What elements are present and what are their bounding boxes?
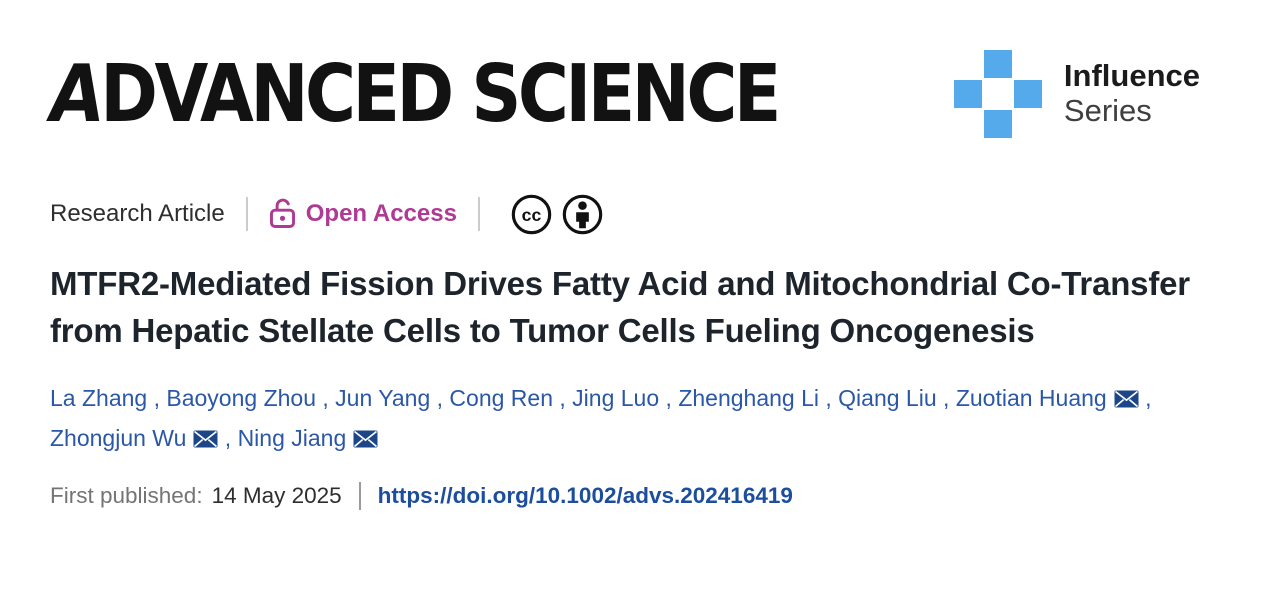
author-link[interactable]: Cong Ren	[449, 385, 553, 411]
author-link[interactable]: Zhenghang Li	[678, 385, 819, 411]
author-item: Zhenghang Li	[678, 385, 819, 411]
meta-divider	[477, 197, 480, 231]
author-item: Jun Yang	[335, 385, 430, 411]
author-item: La Zhang	[50, 385, 147, 411]
author-item: Qiang Liu	[838, 385, 936, 411]
series-badge-text: Influence Series	[1064, 59, 1200, 128]
doi-link[interactable]: https://doi.org/10.1002/advs.202416419	[377, 483, 793, 508]
author-separator: ,	[224, 425, 238, 451]
creative-commons-icon[interactable]: cc	[511, 194, 552, 235]
author-item: Zuotian Huang	[956, 385, 1139, 411]
meta-divider	[245, 197, 248, 231]
author-link[interactable]: Ning Jiang	[237, 425, 347, 451]
article-title: MTFR2-Mediated Fission Drives Fatty Acid…	[50, 265, 1190, 349]
author-link[interactable]: Jing Luo	[572, 385, 660, 411]
email-envelope-icon[interactable]	[1114, 390, 1139, 408]
author-item: Ning Jiang	[238, 425, 379, 451]
plus-squares-icon	[953, 50, 1042, 138]
open-access-badge: Open Access	[269, 198, 457, 229]
journal-logo-first-letter: A	[42, 48, 108, 140]
influence-series-badge[interactable]: Influence Series	[952, 48, 1200, 140]
author-list: La Zhang , Baoyong Zhou , Jun Yang , Con…	[50, 378, 1210, 458]
author-item: Zhongjun Wu	[50, 425, 218, 451]
author-link[interactable]: La Zhang	[50, 385, 148, 411]
author-link[interactable]: Jun Yang	[335, 385, 431, 411]
author-separator: ,	[153, 385, 167, 411]
author-separator: ,	[322, 385, 336, 411]
series-badge-line1: Influence	[1063, 58, 1200, 94]
author-item: Cong Ren	[449, 385, 553, 411]
author-item: Baoyong Zhou	[166, 385, 316, 411]
author-separator: ,	[436, 385, 450, 411]
first-published-date: 14 May 2025	[211, 483, 342, 508]
journal-logo[interactable]: ADVANCED SCIENCE	[43, 48, 781, 140]
author-link[interactable]: Qiang Liu	[838, 385, 937, 411]
author-link[interactable]: Baoyong Zhou	[166, 385, 316, 411]
first-published-label: First published:	[50, 483, 203, 508]
author-item: Jing Luo	[572, 385, 659, 411]
author-link[interactable]: Zhongjun Wu	[50, 425, 187, 451]
email-envelope-icon[interactable]	[193, 430, 218, 448]
author-separator: ,	[825, 385, 839, 411]
open-access-label: Open Access	[305, 200, 457, 227]
author-separator: ,	[559, 385, 573, 411]
license-icons: cc	[511, 194, 603, 235]
series-badge-line2: Series	[1063, 93, 1152, 128]
article-meta-row: Research Article Open Access cc	[50, 194, 1269, 234]
pub-divider	[358, 482, 361, 510]
author-separator: ,	[665, 385, 679, 411]
author-link[interactable]: Zuotian Huang	[955, 385, 1107, 411]
email-envelope-icon[interactable]	[353, 430, 378, 448]
journal-logo-text: DVANCED SCIENCE	[100, 48, 781, 140]
open-lock-icon	[269, 198, 295, 228]
svg-text:cc: cc	[522, 205, 542, 225]
author-separator: ,	[1145, 385, 1152, 411]
attribution-icon[interactable]	[562, 194, 603, 235]
publication-info-row: First published: 14 May 2025 https://doi…	[50, 482, 1269, 510]
masthead: ADVANCED SCIENCE Influence Series	[43, 48, 1200, 140]
article-type-label: Research Article	[50, 200, 225, 227]
article-header-page: ADVANCED SCIENCE Influence Series Resear…	[43, 48, 1269, 510]
author-separator: ,	[943, 385, 956, 411]
